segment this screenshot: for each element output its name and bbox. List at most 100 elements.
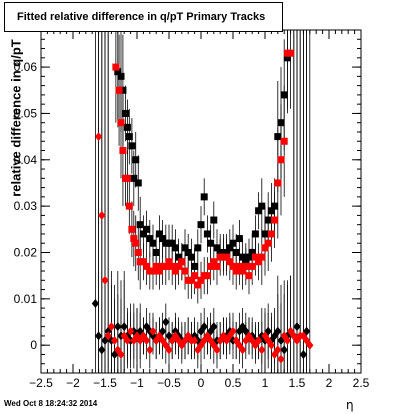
square-marker xyxy=(197,221,205,229)
square-marker xyxy=(255,258,263,266)
square-marker xyxy=(213,262,221,270)
square-marker xyxy=(125,133,133,141)
diamond-marker xyxy=(303,336,311,346)
diamond-marker xyxy=(101,275,109,285)
square-marker xyxy=(117,119,125,127)
square-marker xyxy=(287,49,295,57)
diamond-marker xyxy=(191,336,199,346)
square-marker xyxy=(239,253,247,261)
y-axis-label: relative difference in q/pT xyxy=(8,39,24,197)
square-marker xyxy=(171,267,179,275)
square-marker xyxy=(200,193,208,201)
x-tick-label: −0.5 xyxy=(157,376,181,390)
square-marker xyxy=(136,221,144,229)
diamond-marker xyxy=(306,340,314,350)
square-marker xyxy=(229,239,237,247)
diamond-marker xyxy=(271,349,279,359)
square-marker xyxy=(261,244,269,252)
diamond-marker xyxy=(255,336,263,346)
square-marker xyxy=(255,207,263,215)
diamond-marker xyxy=(280,345,288,355)
y-tick-label: 0.04 xyxy=(14,153,38,167)
diamond-marker xyxy=(299,349,307,359)
square-marker xyxy=(210,258,218,266)
square-marker xyxy=(264,216,272,224)
square-marker xyxy=(139,258,147,266)
x-axis: −2.5 −2 −1.5 −1 −0.5 0 0.5 1 1.5 2 2.5 xyxy=(29,30,370,390)
square-marker xyxy=(171,244,179,252)
square-marker xyxy=(229,262,237,270)
square-marker xyxy=(223,253,231,261)
square-marker xyxy=(162,262,170,270)
diamond-marker xyxy=(117,349,125,359)
square-marker xyxy=(213,244,221,252)
x-tick-label: 1.5 xyxy=(289,376,306,390)
square-marker xyxy=(226,258,234,266)
square-marker xyxy=(123,174,131,182)
diamond-marker xyxy=(200,322,208,332)
diamond-marker xyxy=(111,336,119,346)
x-tick-label: −2.5 xyxy=(29,376,53,390)
diamond-marker xyxy=(293,322,301,332)
y-tick-label: 0.06 xyxy=(14,60,38,74)
square-marker xyxy=(226,244,234,252)
diamond-marker xyxy=(104,331,112,341)
square-marker xyxy=(130,235,138,243)
diamond-marker xyxy=(229,326,237,336)
square-marker xyxy=(267,230,275,238)
square-marker xyxy=(203,230,211,238)
square-marker xyxy=(277,156,285,164)
square-marker xyxy=(132,156,140,164)
diamond-marker xyxy=(101,336,109,346)
square-marker xyxy=(245,272,253,280)
diamond-marker xyxy=(123,336,131,346)
x-tick-label: 0 xyxy=(198,376,205,390)
square-marker xyxy=(128,142,136,150)
square-marker xyxy=(207,239,215,247)
square-marker xyxy=(130,174,138,182)
square-marker xyxy=(155,230,163,238)
square-marker xyxy=(119,86,127,94)
diamond-marker xyxy=(264,326,272,336)
diamond-marker xyxy=(95,132,103,142)
x-axis-label: η xyxy=(346,398,354,412)
square-marker xyxy=(181,267,189,275)
square-marker xyxy=(251,230,259,238)
square-marker xyxy=(178,258,186,266)
square-marker xyxy=(112,63,120,71)
x-tick-label: 1 xyxy=(262,376,269,390)
chart-title-box: Fitted relative difference in q/pT Prima… xyxy=(4,2,283,32)
square-marker xyxy=(223,248,231,256)
square-marker xyxy=(121,109,129,117)
square-marker xyxy=(117,72,125,80)
diamond-marker xyxy=(277,354,285,364)
square-marker xyxy=(159,235,167,243)
square-marker xyxy=(274,179,282,187)
diamond-marker xyxy=(274,345,282,355)
square-marker xyxy=(168,262,176,270)
chart-title: Fitted relative difference in q/pT Prima… xyxy=(17,11,266,23)
square-marker xyxy=(125,202,133,210)
square-marker xyxy=(235,235,243,243)
square-marker xyxy=(245,253,253,261)
square-marker xyxy=(139,230,147,238)
square-marker xyxy=(115,86,123,94)
x-tick-label: 0.5 xyxy=(225,376,242,390)
square-marker xyxy=(152,248,160,256)
square-marker xyxy=(274,133,282,141)
error-bars xyxy=(95,30,311,373)
x-tick-label: −1 xyxy=(130,376,144,390)
square-marker xyxy=(203,272,211,280)
square-marker xyxy=(239,267,247,275)
square-marker xyxy=(187,253,195,261)
x-tick-label: −1.5 xyxy=(93,376,117,390)
square-marker xyxy=(258,253,266,261)
square-marker xyxy=(232,267,240,275)
square-marker xyxy=(242,258,250,266)
square-marker xyxy=(128,225,136,233)
square-marker xyxy=(280,137,288,145)
square-marker xyxy=(134,179,142,187)
square-marker xyxy=(149,267,157,275)
diamond-marker xyxy=(303,326,311,336)
